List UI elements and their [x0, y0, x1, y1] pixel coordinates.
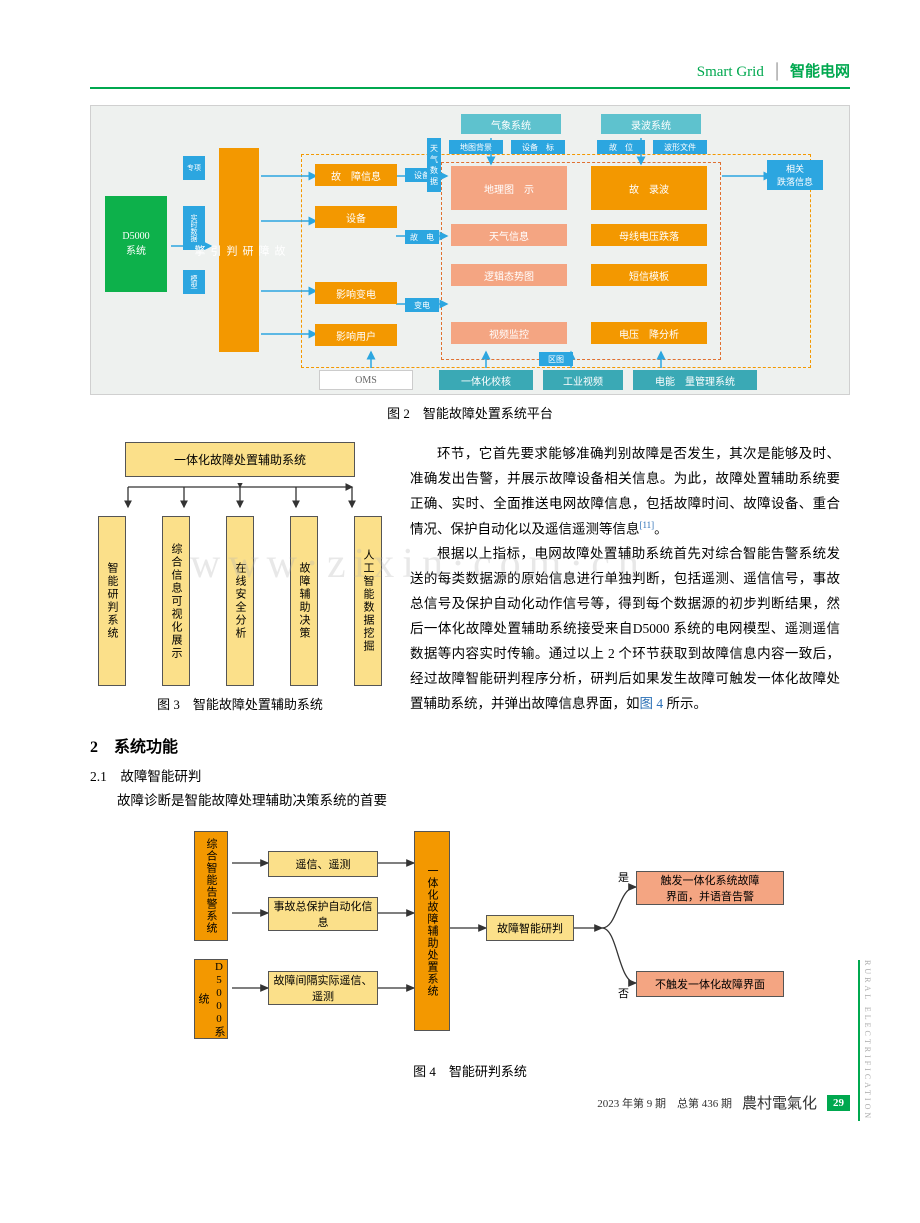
fig3-col-3: 故障辅助决策 [290, 516, 318, 686]
fig4-tag-1: 事故总保护自动化信息 [268, 897, 378, 931]
para1-end: 。 [654, 521, 668, 536]
fig2-left-0: 故 障信息 [315, 164, 397, 186]
fig3-caption: 图 3 智能故障处置辅助系统 [90, 694, 390, 713]
mid-row: 一体化故障处置辅助系统 智能研判系统 综合信息可视化展示 在线安全分析 故障辅助… [90, 442, 850, 809]
para2a: 根据以上指标，电网故障处置辅助系统首先对综合智能告警系统发送的每类数据源的原始信… [410, 546, 840, 711]
section-2-heading: 2 系统功能 [90, 733, 390, 757]
fig2-caption: 图 2 智能故障处置系统平台 [90, 403, 850, 422]
figure-3: 一体化故障处置辅助系统 智能研判系统 综合信息可视化展示 在线安全分析 故障辅助… [90, 442, 390, 809]
para-1: 环节，它首先要求能够准确判别故障是否发生，其次是能够及时、准确发出告警，并展示故… [410, 442, 840, 542]
fig2-left-3: 影响用户 [315, 324, 397, 346]
fig2-tag-2: 变电 [405, 298, 439, 312]
fig4-tag-0: 遥信、遥测 [268, 851, 378, 877]
fig4-src2: D5000系统 [194, 959, 228, 1039]
footer-issue: 2023 年第 9 期 总第 436 期 [597, 1095, 732, 1111]
fig2-tc-2: 故 位 [597, 140, 645, 154]
fig2-bottom-0: OMS [319, 370, 413, 390]
fig3-col-4: 人工智能数据挖掘 [354, 516, 382, 686]
fig2-top-0: 气象系统 [461, 114, 561, 134]
fig2-rightedge: 相关 跌落信息 [767, 160, 823, 190]
page-number: 29 [827, 1095, 850, 1111]
fig2-tq: 天 气 数 据 [427, 138, 441, 192]
body-text: 环节，它首先要求能够准确判别故障是否发生，其次是能够及时、准确发出告警，并展示故… [410, 442, 840, 809]
fig2-vlabel-2: 模型 [183, 270, 205, 294]
fig4-ref: 图 4 [640, 696, 664, 711]
para-2: 根据以上指标，电网故障处置辅助系统首先对综合智能告警系统发送的每类数据源的原始信… [410, 542, 840, 717]
fig2-rc-2: 逻辑态势图 [451, 264, 567, 286]
fig4-mid: 一体化故障辅助处置系统 [414, 831, 450, 1031]
para2b: 所示。 [663, 696, 707, 711]
fig2-tc-0: 地图背景 [449, 140, 503, 154]
fig4-yes-label: 是 [618, 871, 629, 884]
fig2-bottom-1: 一体化校核 [439, 370, 533, 390]
fig2-d5000: D5000 系统 [105, 196, 167, 292]
fig3-col-0: 智能研判系统 [98, 516, 126, 686]
fig3-col-1: 综合信息可视化展示 [162, 516, 190, 686]
running-header: Smart Grid │ 智能电网 [90, 60, 850, 89]
fig2-left-1: 设备 [315, 206, 397, 228]
fig2-vlabel-1: 实时数据 [183, 206, 205, 250]
fig4-caption: 图 4 智能研判系统 [90, 1061, 850, 1080]
citation-11: [11] [640, 520, 655, 530]
fig4-out1: 触发一体化系统故障 界面，并语音告警 [636, 871, 784, 905]
header-sep: │ [772, 64, 783, 80]
figure-4: 是 否 综合智能告警系统 D5000系统 遥信、遥测 事故总保护自动化信息 故障… [150, 823, 790, 1053]
lead-line: 故障诊断是智能故障处理辅助决策系统的首要 [90, 789, 390, 809]
page: Smart Grid │ 智能电网 D5000 系统 专项 实时数据 模 [0, 0, 920, 1153]
fig2-engine: 故 障 研 判 引 擎 [219, 148, 259, 352]
para1-text: 环节，它首先要求能够准确判别故障是否发生，其次是能够及时、准确发出告警，并展示故… [410, 446, 840, 536]
fig3-arrows [90, 483, 390, 511]
fig3-col-2: 在线安全分析 [226, 516, 254, 686]
footer-magazine: 農村電氣化 [742, 1092, 817, 1113]
fig4-arrows: 是 否 [150, 823, 790, 1053]
fig2-tc-1: 设备 标 [511, 140, 565, 154]
figure-2: D5000 系统 专项 实时数据 模型 故 障 研 判 引 擎 故 障信息 设备… [90, 105, 850, 395]
fig3-cols: 智能研判系统 综合信息可视化展示 在线安全分析 故障辅助决策 人工智能数据挖掘 [90, 516, 390, 686]
side-label: RURAL ELECTRIFICATION [858, 960, 872, 1121]
fig2-tag-3: 区图 [539, 352, 573, 366]
fig3-top: 一体化故障处置辅助系统 [125, 442, 355, 477]
fig2-bottom-2: 工业视频 [543, 370, 623, 390]
header-en: Smart Grid [697, 64, 764, 80]
fig2-rc-1: 天气信息 [451, 224, 567, 246]
header-cn: 智能电网 [790, 64, 850, 80]
fig4-out2: 不触发一体化故障界面 [636, 971, 784, 997]
fig4-tag-2: 故障间隔实际遥信、遥测 [268, 971, 378, 1005]
fig4-decide: 故障智能研判 [486, 915, 574, 941]
fig2-left-2: 影响变电 [315, 282, 397, 304]
fig4-src1: 综合智能告警系统 [194, 831, 228, 941]
fig2-tc-3: 波形文件 [653, 140, 707, 154]
fig2-vlabel-0: 专项 [183, 156, 205, 180]
fig2-tag-1: 故 电 [405, 230, 439, 244]
fig2-rc-3: 视频监控 [451, 322, 567, 344]
fig2-ro-1: 母线电压跌落 [591, 224, 707, 246]
fig2-ro-3: 电压 降分析 [591, 322, 707, 344]
fig2-bottom-3: 电能 量管理系统 [633, 370, 757, 390]
fig4-no-label: 否 [618, 988, 629, 1000]
fig2-ro-0: 故 录波 [591, 166, 707, 210]
footer: 2023 年第 9 期 总第 436 期 農村電氣化 29 [90, 1092, 850, 1113]
section-21-heading: 2.1 故障智能研判 [90, 765, 390, 785]
fig2-top-1: 录波系统 [601, 114, 701, 134]
fig2-rc-0: 地理图 示 [451, 166, 567, 210]
fig2-ro-2: 短信模板 [591, 264, 707, 286]
